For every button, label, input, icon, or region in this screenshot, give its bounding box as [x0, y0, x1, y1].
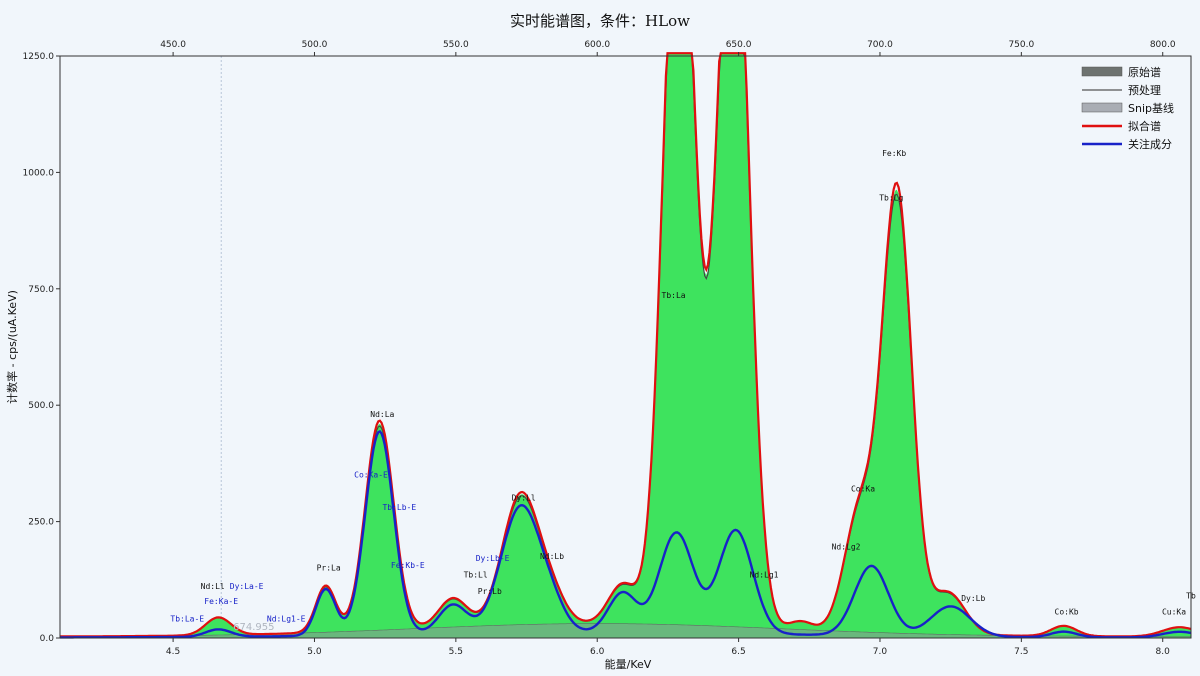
legend-label: 拟合谱 [1128, 119, 1161, 133]
legend-item[interactable]: 原始谱 [1081, 65, 1161, 79]
bottom-axis: 4.5 5.0 5.5 6.0 6.5 7.0 7.5 8.0 [166, 638, 1170, 657]
peak-annotations: Tb:La-E Nd:Ll Dy:La-E Fe:Ka-E Nd:Lg1-E Pr:La N… [170, 149, 1196, 624]
plot-frame [59, 55, 1192, 639]
peak-label: Tb:La-E [170, 615, 204, 624]
peak-label: Nd:Lg1-E [267, 615, 306, 624]
peak-label: Nd:La [370, 410, 394, 419]
bottom-tick-label: 5.5 [449, 647, 463, 657]
cursor-readout: 674.955 [233, 622, 274, 633]
bottom-tick-label: 6.5 [731, 647, 745, 657]
legend-label: 原始谱 [1128, 65, 1161, 79]
peak-label: Nd:Lg1 [750, 570, 779, 579]
peak-label: Fe:Kb-E [391, 561, 425, 570]
axes: 4.5 5.0 5.5 6.0 6.5 7.0 7.5 8.0 450.0 500.0 550.0… [23, 40, 1192, 657]
peak-label: Dy:Lb [961, 594, 985, 603]
peak-label: Nd:Ll [201, 582, 225, 591]
top-tick-label: 700.0 [867, 40, 893, 50]
top-tick-label: 450.0 [160, 40, 186, 50]
peak-label: Co:Ka-E [354, 470, 388, 479]
peak-label: Nd:Lb [540, 552, 564, 561]
bottom-tick-label: 7.0 [873, 647, 888, 657]
y-tick-label: 1250.0 [23, 52, 55, 62]
top-tick-label: 600.0 [584, 40, 610, 50]
peak-label: Dy:Ll [512, 494, 536, 503]
raw-spectrum-area [60, 53, 1191, 638]
legend-item[interactable]: Snip基线 [1081, 101, 1174, 115]
chart-title: 实时能谱图，条件：HLow [510, 12, 690, 30]
top-tick-label: 500.0 [302, 40, 328, 50]
top-tick-label: 650.0 [726, 40, 752, 50]
top-axis: 450.0 500.0 550.0 600.0 650.0 700.0 750.0 800.0 [160, 40, 1176, 56]
legend-label: 关注成分 [1128, 137, 1172, 151]
legend-swatch [1081, 102, 1123, 113]
peak-label: Pr:La [317, 563, 341, 572]
y-tick-label: 750.0 [28, 285, 54, 295]
legend-item[interactable]: 预处理 [1082, 84, 1161, 97]
peak-label: Tb:Lb-E [382, 503, 416, 512]
peak-label: Tb:La [662, 291, 686, 300]
plot-area[interactable]: Tb:La-E Nd:Ll Dy:La-E Fe:Ka-E Nd:Lg1-E Pr:La N… [59, 52, 1196, 639]
top-tick-label: 550.0 [443, 40, 469, 50]
bottom-tick-label: 7.5 [1014, 647, 1028, 657]
peak-label: Co:Ka [851, 484, 875, 493]
y-tick-label: 250.0 [28, 518, 54, 528]
peak-label: Nd:Lg2 [832, 543, 861, 552]
bottom-tick-label: 6.0 [590, 647, 605, 657]
legend-item[interactable]: 拟合谱 [1082, 119, 1161, 133]
peak-label: Tb:Ll [464, 570, 488, 579]
peak-label: Co:Kb [1055, 608, 1079, 617]
top-tick-label: 800.0 [1150, 40, 1176, 50]
peak-label: Dy:Lb-E [476, 554, 510, 563]
peak-label: Fe:Kb [882, 149, 906, 158]
y-axis: 0.0 250.0 500.0 750.0 1000.0 1250.0 [23, 52, 60, 644]
legend-label: Snip基线 [1128, 101, 1174, 115]
peak-label: Cu:Ka [1162, 608, 1186, 617]
legend-item[interactable]: 关注成分 [1082, 137, 1172, 151]
y-tick-label: 0.0 [40, 634, 55, 644]
y-tick-label: 1000.0 [23, 168, 55, 178]
y-tick-label: 500.0 [28, 401, 54, 411]
legend-swatch [1081, 66, 1123, 77]
component-line [60, 430, 1192, 639]
peak-label: Dy:La-E [230, 582, 264, 591]
peak-label: Tb:Lg [879, 193, 903, 202]
y-axis-label: 计数率 - cps/(uA.KeV) [5, 290, 19, 404]
legend-label: 预处理 [1128, 84, 1161, 97]
bottom-tick-label: 8.0 [1156, 647, 1171, 657]
plot-background [60, 56, 1191, 638]
x-axis-label: 能量/KeV [605, 657, 652, 671]
peak-label: Fe:Ka-E [204, 597, 238, 606]
bottom-tick-label: 5.0 [307, 647, 322, 657]
peak-label: Pr:Lb [478, 587, 502, 596]
top-tick-label: 750.0 [1008, 40, 1034, 50]
bottom-tick-label: 4.5 [166, 647, 180, 657]
